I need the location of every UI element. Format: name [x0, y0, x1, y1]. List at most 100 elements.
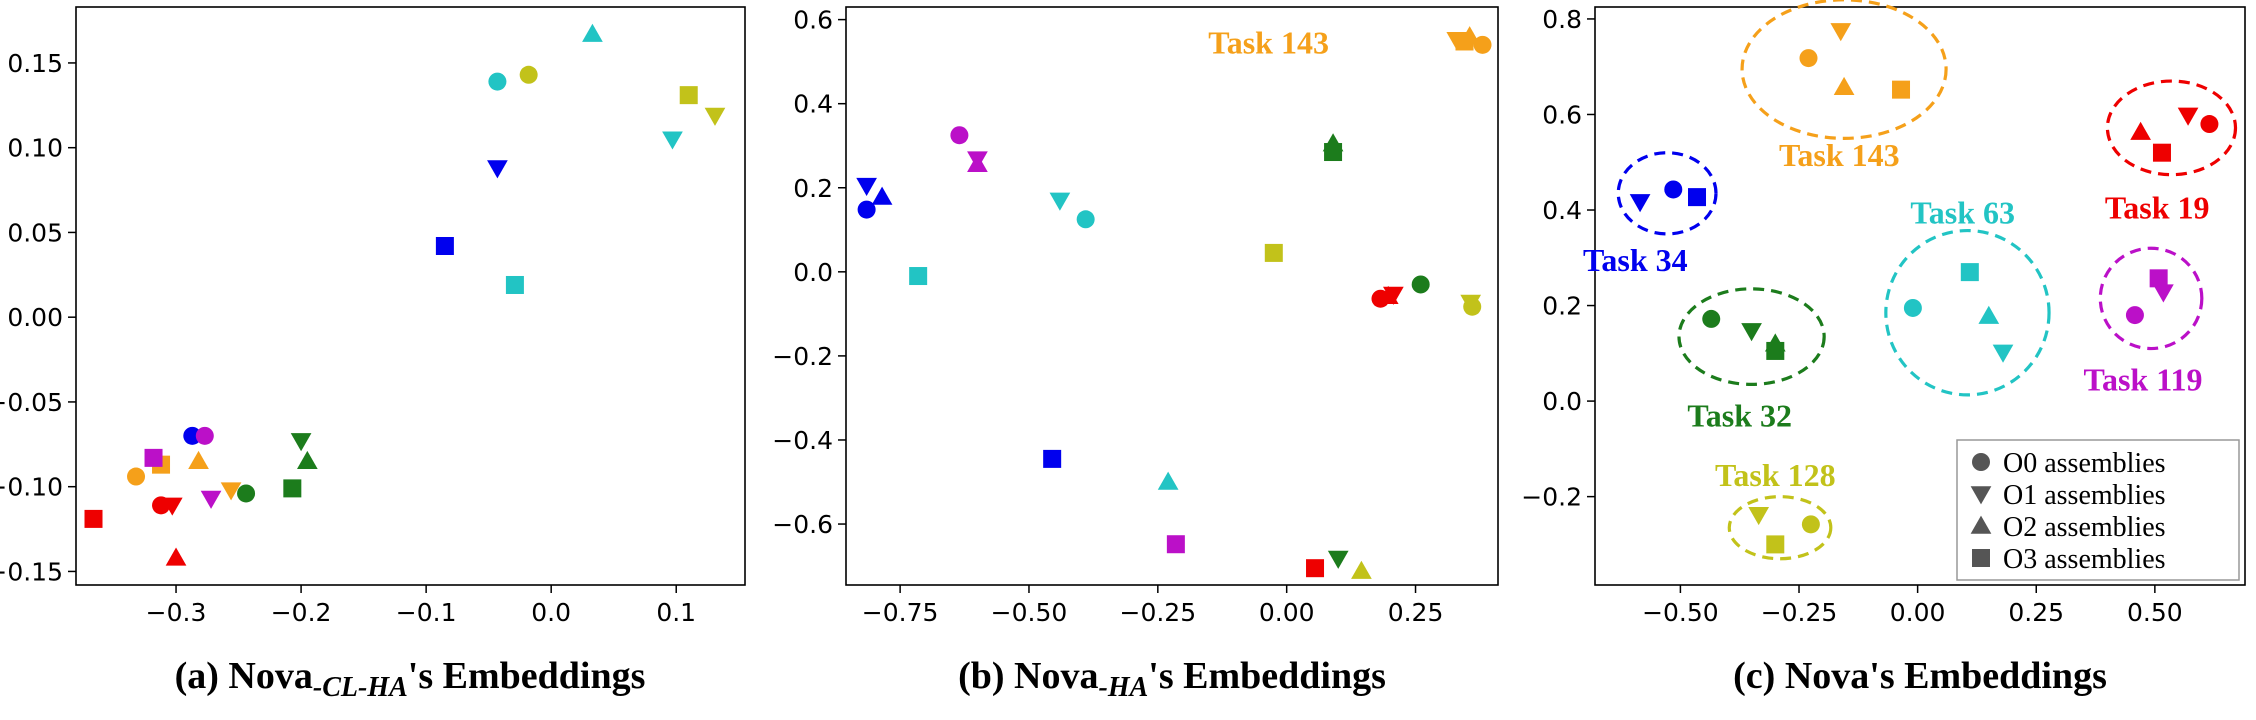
x-tick-label-b-4: 0.25 — [1388, 598, 1444, 627]
panel-c: −0.50 −0.25 0.00 0.25 0.50 −0.2 0.0 0.2 0.4 0.6 0.… — [1521, 0, 2246, 697]
legend-marker-3 — [1972, 549, 1990, 567]
point-c-20 — [1766, 535, 1785, 554]
point-b-16 — [1076, 210, 1095, 229]
legend-marker-0 — [1972, 453, 1990, 471]
x-tick-label-a-2: −0.1 — [396, 598, 457, 627]
point-c-24 — [1766, 341, 1785, 360]
point-c-22 — [1741, 323, 1762, 342]
point-c-16 — [1978, 305, 2000, 324]
y-tick-label-a-0: −0.15 — [0, 557, 63, 586]
y-tick-label-b-1: −0.4 — [772, 426, 833, 455]
point-a-2 — [435, 236, 454, 255]
point-c-2 — [1688, 188, 1707, 207]
cluster-ellipse-6 — [1727, 495, 1833, 561]
point-c-14 — [1903, 298, 1922, 317]
y-tick-label-c-4: 0.6 — [1542, 100, 1582, 129]
point-c-3 — [1799, 49, 1818, 68]
cluster-label-4: Task 119 — [2084, 362, 2203, 398]
axes-frame-c — [1594, 6, 2246, 586]
cluster-ellipse-4 — [2098, 246, 2204, 351]
point-a-10 — [84, 509, 103, 528]
point-c-13 — [2149, 269, 2168, 288]
point-b-19 — [909, 267, 928, 286]
x-tick-label-a-3: 0.0 — [531, 598, 571, 627]
caption-suffix-b: 's Embeddings — [1148, 655, 1386, 697]
point-b-12 — [950, 126, 969, 145]
y-tick-label-b-4: 0.2 — [793, 174, 833, 203]
point-a-21 — [237, 484, 256, 503]
point-c-11 — [2125, 306, 2144, 325]
cluster-ellipse-0 — [1740, 0, 1948, 140]
caption-a: (a) Nova-CL-HA's Embeddings — [175, 655, 646, 703]
point-c-5 — [1833, 76, 1855, 96]
x-tick-label-c-4: 0.50 — [2127, 598, 2183, 627]
legend-label-2: O2 assemblies — [2003, 512, 2166, 543]
y-tick-label-a-5: 0.10 — [7, 134, 63, 163]
x-tick-label-c-3: 0.25 — [2008, 598, 2064, 627]
point-c-7 — [2200, 115, 2219, 134]
point-a-17 — [505, 275, 524, 294]
x-tick-label-a-4: 0.1 — [656, 598, 696, 627]
cluster-label-3: Task 63 — [1910, 194, 2015, 230]
point-b-2 — [871, 186, 893, 205]
point-b-21 — [1460, 294, 1482, 313]
legend-marker-2 — [1970, 515, 1992, 534]
y-tick-label-c-0: −0.2 — [1521, 483, 1582, 512]
point-a-14 — [488, 72, 507, 91]
caption-b: (b) Nova-HA's Embeddings — [958, 655, 1386, 703]
legend-box — [1956, 439, 2240, 581]
point-c-15 — [1992, 344, 2014, 363]
caption-c: (c) Nova's Embeddings — [1733, 655, 2107, 697]
point-a-0 — [183, 426, 202, 445]
legend-label-3: O3 assemblies — [2003, 544, 2166, 575]
axes-frame-b — [845, 6, 1499, 586]
point-b-3 — [1043, 449, 1062, 468]
y-tick-label-b-2: −0.2 — [772, 342, 833, 371]
y-tick-label-b-6: 0.6 — [793, 6, 833, 35]
point-c-6 — [1892, 80, 1911, 99]
point-a-22 — [290, 433, 312, 452]
x-tick-label-b-1: −0.50 — [991, 598, 1068, 627]
point-c-4 — [1830, 23, 1852, 42]
x-tick-label-c-1: −0.25 — [1761, 598, 1838, 627]
point-a-24 — [283, 479, 302, 498]
y-tick-label-a-3: 0.00 — [7, 303, 63, 332]
point-a-11 — [195, 426, 214, 445]
point-b-4 — [1473, 35, 1492, 54]
point-b-17 — [1049, 192, 1071, 211]
point-a-15 — [662, 131, 683, 150]
point-a-23 — [296, 450, 318, 470]
y-tick-label-a-2: −0.05 — [0, 388, 63, 417]
panel-a: −0.3 −0.2 −0.1 0.0 0.1 −0.15 −0.10 −0.05 0.00 0.0… — [0, 6, 746, 703]
point-c-21 — [1702, 309, 1721, 328]
point-a-5 — [188, 450, 209, 470]
caption-prefix-a: (a) Nova — [175, 655, 313, 697]
point-b-27 — [1324, 143, 1343, 162]
point-a-19 — [704, 107, 726, 126]
point-c-1 — [1629, 194, 1651, 213]
legend-label-0: O0 assemblies — [2003, 448, 2166, 479]
point-b-23 — [1264, 243, 1283, 262]
caption-subscript-b: -HA — [1099, 672, 1149, 703]
x-tick-label-a-0: −0.3 — [146, 598, 207, 627]
point-c-17 — [1960, 263, 1979, 282]
point-b-10 — [1377, 285, 1399, 304]
legend-marker-1 — [1970, 486, 1992, 505]
point-a-20 — [679, 86, 698, 105]
y-tick-label-c-5: 0.8 — [1542, 5, 1582, 34]
caption-prefix-b: (b) Nova — [958, 655, 1098, 697]
y-tick-label-b-5: 0.4 — [793, 90, 833, 119]
cluster-ellipse-2 — [1616, 151, 1718, 236]
x-tick-label-b-2: −0.25 — [1120, 598, 1197, 627]
point-b-15 — [1166, 535, 1185, 554]
point-b-7 — [1455, 32, 1474, 51]
cluster-label-2: Task 34 — [1583, 242, 1688, 278]
point-a-9 — [165, 547, 187, 566]
point-c-8 — [2177, 107, 2199, 126]
x-tick-label-c-0: −0.50 — [1642, 598, 1719, 627]
point-b-1 — [856, 177, 877, 197]
cluster-ellipse-1 — [2105, 79, 2238, 177]
point-b-11 — [1306, 559, 1325, 578]
y-tick-label-a-4: 0.05 — [7, 218, 63, 247]
point-a-16 — [582, 23, 603, 42]
